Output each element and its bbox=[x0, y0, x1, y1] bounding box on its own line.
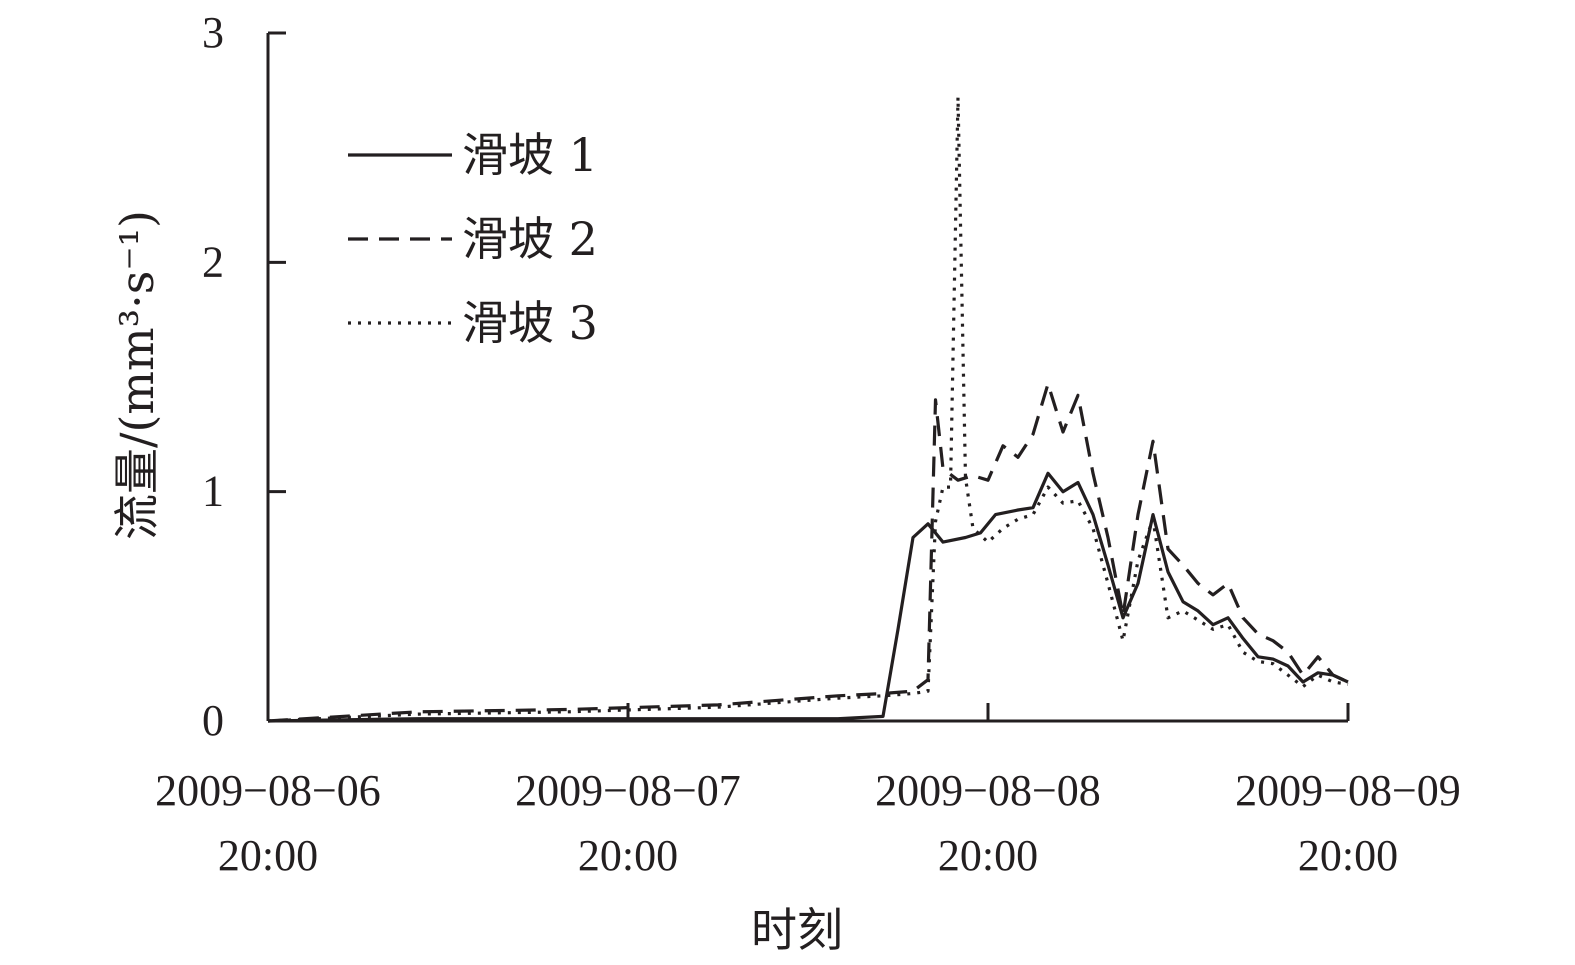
x-tick-label-date: 2009−08−07 bbox=[515, 766, 741, 815]
y-axis-title: 流量/(mm³·s⁻¹) bbox=[110, 210, 164, 540]
series-lines bbox=[267, 95, 1349, 723]
y-axis-ticks: 0 1 2 3 bbox=[202, 8, 286, 745]
legend-label-1: 滑坡 1 bbox=[462, 128, 598, 182]
series-line-3 bbox=[267, 95, 1349, 723]
x-tick-label-date: 2009−08−09 bbox=[1235, 766, 1461, 815]
x-tick-label-time: 20:00 bbox=[218, 831, 318, 880]
y-tick-label: 1 bbox=[202, 467, 224, 516]
y-tick-label: 3 bbox=[202, 8, 224, 57]
series-line-1 bbox=[267, 471, 1349, 723]
legend-label-2: 滑坡 2 bbox=[462, 212, 598, 266]
y-tick-label: 2 bbox=[202, 237, 224, 286]
y-tick-label: 0 bbox=[202, 696, 224, 745]
x-tick-label-time: 20:00 bbox=[578, 831, 678, 880]
x-tick-label-date: 2009−08−06 bbox=[155, 766, 381, 815]
x-tick-label-time: 20:00 bbox=[938, 831, 1038, 880]
series-line-2 bbox=[267, 382, 1349, 723]
x-tick-label-date: 2009−08−08 bbox=[875, 766, 1101, 815]
x-axis-ticks: 2009−08−06 20:00 2009−08−07 20:00 2009−08−08… bbox=[155, 703, 1461, 880]
axes bbox=[266, 33, 1348, 723]
x-tick-label-time: 20:00 bbox=[1298, 831, 1398, 880]
legend: 滑坡 1 滑坡 2 滑坡 3 bbox=[348, 128, 598, 350]
x-axis-title: 时刻 bbox=[751, 903, 843, 957]
legend-label-3: 滑坡 3 bbox=[462, 296, 598, 350]
